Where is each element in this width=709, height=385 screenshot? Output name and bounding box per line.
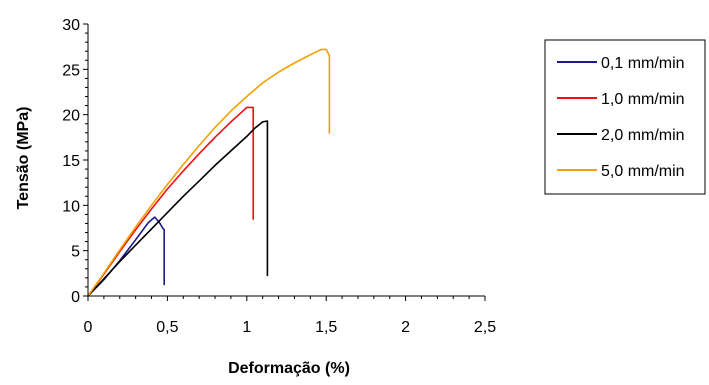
legend-box bbox=[544, 39, 706, 195]
legend-label-2: 2,0 mm/min bbox=[601, 127, 685, 144]
y-tick-label: 5 bbox=[71, 244, 80, 261]
x-tick-label: 2 bbox=[401, 319, 410, 336]
legend: 0,1 mm/min 1,0 mm/min 2,0 mm/min 5,0 mm/min bbox=[544, 39, 706, 195]
series-line-1 bbox=[87, 106, 254, 297]
x-tick-label: 1 bbox=[242, 319, 251, 336]
legend-label-0: 0,1 mm/min bbox=[601, 55, 685, 72]
y-tick-label: 10 bbox=[62, 198, 80, 215]
y-tick-label: 20 bbox=[62, 108, 80, 125]
y-tick-label: 0 bbox=[71, 289, 80, 306]
axes-layer: 0 5 10 15 20 25 30 0 0,5 1 1,5 2 2,5 bbox=[62, 17, 496, 336]
series-line-2 bbox=[87, 120, 269, 297]
y-tick-label: 25 bbox=[62, 62, 80, 79]
x-tick-label: 0,5 bbox=[156, 319, 178, 336]
x-axis-title: Deformação (%) bbox=[228, 360, 350, 377]
x-tick-label: 2,5 bbox=[474, 319, 496, 336]
series-line-3 bbox=[87, 48, 331, 297]
series-layer bbox=[87, 48, 331, 297]
y-tick-label: 30 bbox=[62, 17, 80, 34]
legend-label-3: 5,0 mm/min bbox=[601, 163, 685, 180]
x-tick-label: 0 bbox=[84, 319, 93, 336]
legend-label-1: 1,0 mm/min bbox=[601, 91, 685, 108]
x-tick-label: 1,5 bbox=[315, 319, 337, 336]
y-tick-label: 15 bbox=[62, 153, 80, 170]
y-axis-title: Tensão (MPa) bbox=[15, 107, 32, 210]
